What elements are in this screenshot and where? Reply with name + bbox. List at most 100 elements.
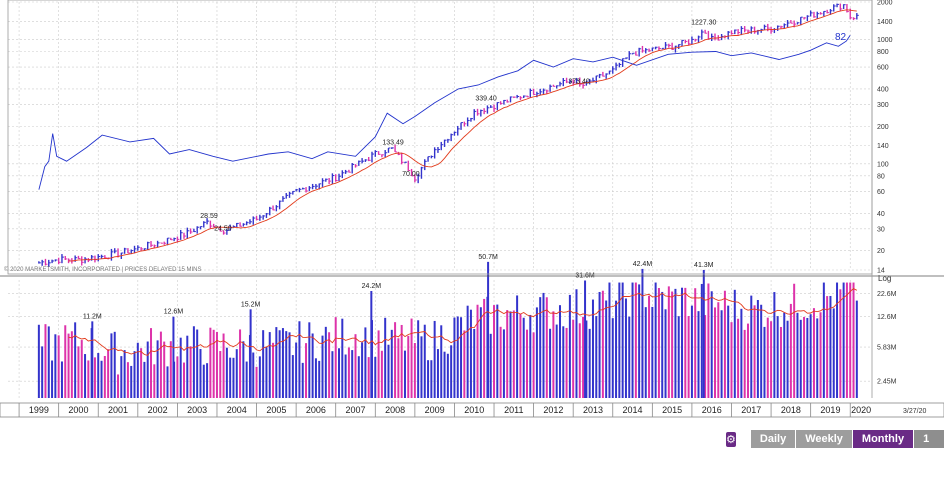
volume-bar [159,331,162,398]
volume-bar [631,282,634,398]
volume-bar [730,322,733,398]
volume-bar [483,298,486,398]
volume-bar [272,342,275,398]
volume-bar [321,335,324,398]
volume-bar [163,341,166,398]
volume-bar [450,345,453,398]
monthly-button[interactable]: Monthly [852,430,915,448]
volume-bar [717,302,720,398]
volume-bar [812,308,815,398]
volume-bar [176,356,179,398]
volume-bar [796,312,799,398]
volume-bar [143,361,146,398]
volume-bar [733,289,736,398]
volume-bars [37,261,858,398]
volume-bar [770,321,773,398]
volume-bar [558,305,561,398]
volume-bar [126,362,129,398]
volume-bar [809,314,812,398]
volume-axis: 22.6M 12.6M 5.83M 2.45M [877,291,897,386]
volume-annotation: 50.7M [478,254,498,261]
volume-annotation: 24.2M [362,283,382,290]
year-label: 2017 [741,405,761,415]
volume-bar [773,292,776,398]
volume-bar [502,329,505,398]
year-label: 1999 [29,405,49,415]
volume-bar [473,328,476,398]
volume-bar [522,317,525,398]
volume-bar [727,305,730,398]
volume-bar [506,310,509,398]
volume-bar [687,316,690,398]
year-label: 2009 [425,405,445,415]
volume-annotation: 41.3M [694,262,714,269]
volume-bar [677,316,680,398]
volume-bar [532,332,535,398]
volume-bar [314,358,317,398]
volume-bar [446,353,449,398]
interval-dropdown[interactable]: 1 min ▴ [914,430,944,481]
volume-bar [822,282,825,398]
volume-bar [849,282,852,398]
volume-bar [615,300,618,398]
volume-bar [70,331,73,398]
year-label: 2018 [781,405,801,415]
year-label: 2011 [504,405,523,415]
volume-bar [496,304,499,398]
year-label: 2020 [851,405,871,415]
volume-bar [80,340,83,398]
volume-bar [463,330,466,398]
volume-bar [585,320,588,398]
volume-bar [212,329,215,398]
volume-bar [166,366,169,398]
volume-bar [760,304,763,398]
volume-bar [634,282,637,398]
volume-bar [786,320,789,398]
price-axis-label: 1400 [877,19,893,26]
volume-bar [829,295,832,398]
volume-bar [199,348,202,398]
volume-bar [704,315,707,398]
time-axis: 1999 2000 2001 2002 2003 2004 2005 2006 2007 2008… [0,402,944,418]
volume-bar [852,282,855,398]
volume-bar [644,307,647,398]
volume-bar [235,349,238,398]
volume-axis-label: 12.6M [877,314,897,321]
volume-bar [789,303,792,398]
price-annotation: 28.59 [200,213,218,220]
stock-chart[interactable]: 28.59 24.50 133.49 70.00 339.40 373.40 1227.30… [0,0,944,465]
volume-bar [305,343,308,398]
volume-bar [295,342,298,398]
volume-axis-label: 5.83M [877,345,897,352]
weekly-button[interactable]: Weekly [796,430,853,448]
volume-bar [403,350,406,398]
volume-bar [103,355,106,398]
volume-bar [839,289,842,398]
volume-bar [601,290,604,398]
volume-annotation: 42.4M [633,261,653,268]
volume-bar [344,354,347,398]
volume-bar [47,326,50,398]
volume-bar [245,361,248,398]
volume-bar [347,347,350,398]
price-axis-label: 30 [877,226,885,233]
volume-bar [93,357,96,398]
volume-bar [262,330,265,398]
volume-spike-bar [702,269,705,398]
volume-axis-title: Log [878,274,891,283]
volume-bar [545,297,548,398]
volume-bar [225,347,228,398]
volume-bar [779,326,782,398]
daily-button[interactable]: Daily [750,430,797,448]
gear-icon[interactable]: ⚙ [726,431,736,447]
volume-bar [97,352,100,398]
volume-bar [568,294,571,398]
year-label: 2005 [266,405,286,415]
volume-bar [493,305,496,398]
volume-bar [710,291,713,398]
year-label: 2003 [187,405,207,415]
volume-bar [189,346,192,398]
volume-bar [301,362,304,398]
price-axis-label: 80 [877,173,885,180]
volume-bar [258,356,261,398]
